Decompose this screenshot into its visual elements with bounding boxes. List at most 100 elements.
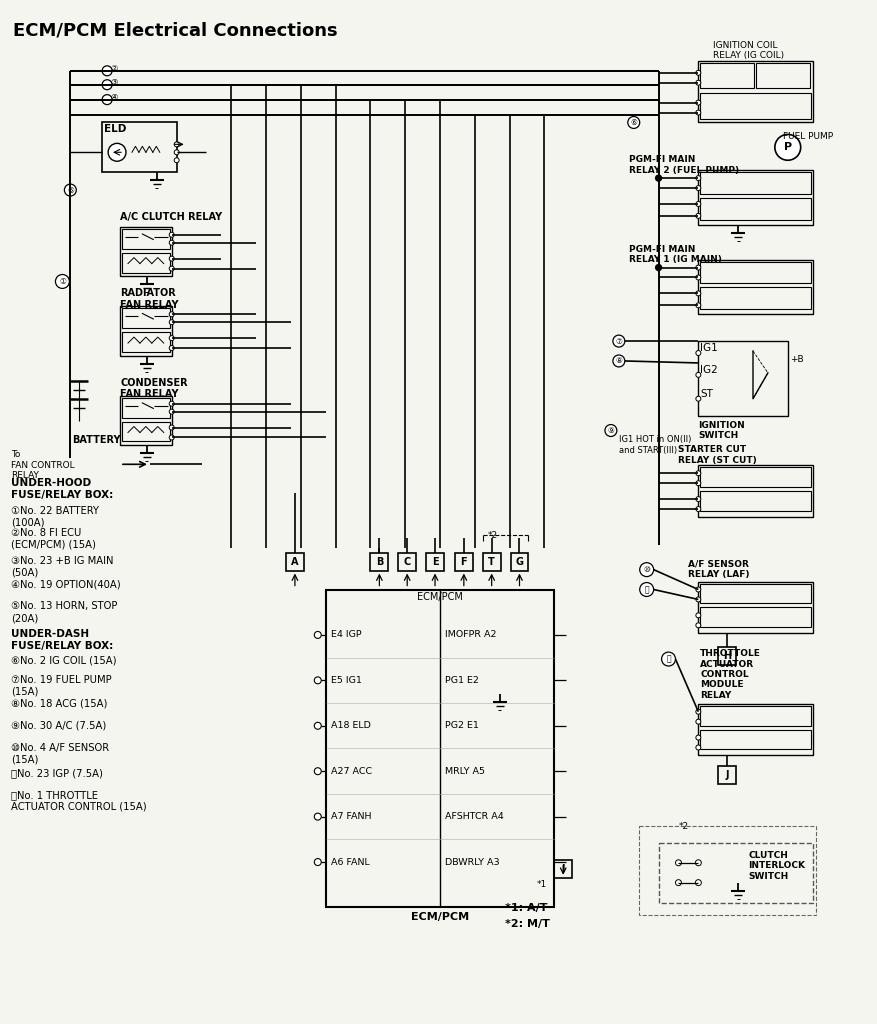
Circle shape — [695, 202, 700, 207]
Text: ⑫: ⑫ — [666, 654, 670, 664]
Circle shape — [695, 507, 700, 512]
Text: UNDER-DASH
FUSE/RELAY BOX:: UNDER-DASH FUSE/RELAY BOX: — [11, 630, 113, 651]
Bar — [122, 308, 169, 328]
Circle shape — [695, 719, 700, 724]
Text: F: F — [460, 557, 467, 566]
Bar — [122, 422, 169, 441]
Text: ①No. 22 BATTERY
(100A): ①No. 22 BATTERY (100A) — [11, 506, 98, 527]
Circle shape — [655, 175, 661, 181]
Bar — [697, 60, 812, 123]
Circle shape — [695, 480, 700, 485]
Bar — [755, 62, 809, 88]
Text: ③No. 23 +B IG MAIN
(50A): ③No. 23 +B IG MAIN (50A) — [11, 556, 113, 578]
Bar — [553, 860, 572, 878]
Circle shape — [314, 677, 321, 684]
Bar — [425, 553, 444, 570]
Circle shape — [169, 241, 174, 245]
Text: ②No. 8 FI ECU
(ECM/PCM) (15A): ②No. 8 FI ECU (ECM/PCM) (15A) — [11, 528, 96, 550]
Circle shape — [169, 410, 174, 414]
Text: IG1 HOT in ON(II)
and START(III): IG1 HOT in ON(II) and START(III) — [618, 435, 690, 455]
Text: PG1 E2: PG1 E2 — [445, 676, 478, 685]
Bar — [717, 766, 735, 784]
Text: RADIATOR
FAN RELAY: RADIATOR FAN RELAY — [120, 289, 178, 310]
Circle shape — [639, 583, 652, 596]
Text: A27 ACC: A27 ACC — [331, 767, 371, 776]
Text: A6 FANL: A6 FANL — [331, 857, 369, 866]
Text: ST: ST — [700, 389, 712, 398]
Circle shape — [695, 396, 700, 401]
Text: ⑦: ⑦ — [615, 337, 622, 345]
Text: PGM-FI MAIN
RELAY 2 (FUEL PUMP): PGM-FI MAIN RELAY 2 (FUEL PUMP) — [628, 156, 738, 175]
Text: THROTTOLE
ACTUATOR
CONTROL
MODULE
RELAY: THROTTOLE ACTUATOR CONTROL MODULE RELAY — [700, 649, 760, 699]
Text: ⑪No. 23 IGP (7.5A): ⑪No. 23 IGP (7.5A) — [11, 768, 103, 778]
Circle shape — [169, 336, 174, 341]
Circle shape — [695, 735, 700, 740]
Bar — [700, 584, 809, 603]
Text: I: I — [560, 863, 564, 873]
Text: ⑦No. 19 FUEL PUMP
(15A): ⑦No. 19 FUEL PUMP (15A) — [11, 675, 111, 696]
Text: *2: M/T: *2: M/T — [504, 920, 549, 930]
Bar — [700, 288, 809, 309]
Bar — [697, 341, 787, 416]
Circle shape — [169, 256, 174, 261]
Bar — [102, 123, 176, 172]
Circle shape — [169, 232, 174, 238]
Circle shape — [102, 66, 112, 76]
Bar — [700, 467, 809, 487]
Bar — [658, 843, 812, 902]
Text: A7 FANH: A7 FANH — [331, 812, 371, 821]
Text: PGM-FI MAIN
RELAY 1 (IG MAIN): PGM-FI MAIN RELAY 1 (IG MAIN) — [628, 245, 721, 264]
Text: BATTERY: BATTERY — [72, 435, 121, 445]
Circle shape — [174, 158, 179, 163]
Bar — [370, 553, 388, 570]
Circle shape — [695, 303, 700, 308]
Text: ⑧No. 18 ACG (15A): ⑧No. 18 ACG (15A) — [11, 698, 107, 709]
Circle shape — [64, 184, 76, 196]
Circle shape — [695, 471, 700, 476]
Circle shape — [674, 860, 681, 865]
Text: UNDER-HOOD
FUSE/RELAY BOX:: UNDER-HOOD FUSE/RELAY BOX: — [11, 478, 113, 500]
Bar — [122, 397, 169, 418]
Bar — [454, 553, 472, 570]
Text: ⑨No. 30 A/C (7.5A): ⑨No. 30 A/C (7.5A) — [11, 721, 106, 731]
Text: MRLY A5: MRLY A5 — [445, 767, 484, 776]
Bar — [398, 553, 416, 570]
Text: ②: ② — [110, 63, 118, 73]
Bar — [638, 826, 815, 915]
Text: IMOFPR A2: IMOFPR A2 — [445, 631, 496, 639]
Text: ⑨: ⑨ — [607, 426, 614, 435]
Circle shape — [695, 213, 700, 218]
Text: E4 IGP: E4 IGP — [331, 631, 361, 639]
Text: FUEL PUMP: FUEL PUMP — [782, 132, 832, 141]
Circle shape — [102, 80, 112, 90]
Circle shape — [169, 435, 174, 440]
Circle shape — [695, 350, 700, 355]
Circle shape — [169, 425, 174, 430]
Circle shape — [695, 497, 700, 502]
Circle shape — [102, 94, 112, 104]
Circle shape — [604, 425, 617, 436]
Bar — [697, 260, 812, 314]
Text: J: J — [724, 770, 728, 780]
Text: A18 ELD: A18 ELD — [331, 721, 370, 730]
Text: ECM/PCM: ECM/PCM — [417, 593, 462, 602]
Text: ③: ③ — [110, 78, 118, 87]
Circle shape — [169, 319, 174, 325]
Bar — [700, 492, 809, 511]
Text: ECM/PCM: ECM/PCM — [410, 912, 468, 923]
Text: ⑥: ⑥ — [630, 118, 637, 127]
Text: C: C — [403, 557, 410, 566]
Text: IG1: IG1 — [700, 343, 717, 353]
Bar — [482, 553, 500, 570]
Text: ⑩: ⑩ — [643, 565, 649, 574]
Text: STARTER CUT
RELAY (ST CUT): STARTER CUT RELAY (ST CUT) — [678, 445, 756, 465]
Bar — [700, 198, 809, 220]
Bar — [700, 92, 809, 119]
Bar — [325, 590, 553, 907]
Circle shape — [695, 275, 700, 280]
Text: E5 IG1: E5 IG1 — [331, 676, 361, 685]
Text: H: H — [723, 651, 731, 662]
Text: PG2 E1: PG2 E1 — [445, 721, 478, 730]
Bar — [697, 170, 812, 225]
Text: *1: A/T: *1: A/T — [504, 902, 546, 912]
